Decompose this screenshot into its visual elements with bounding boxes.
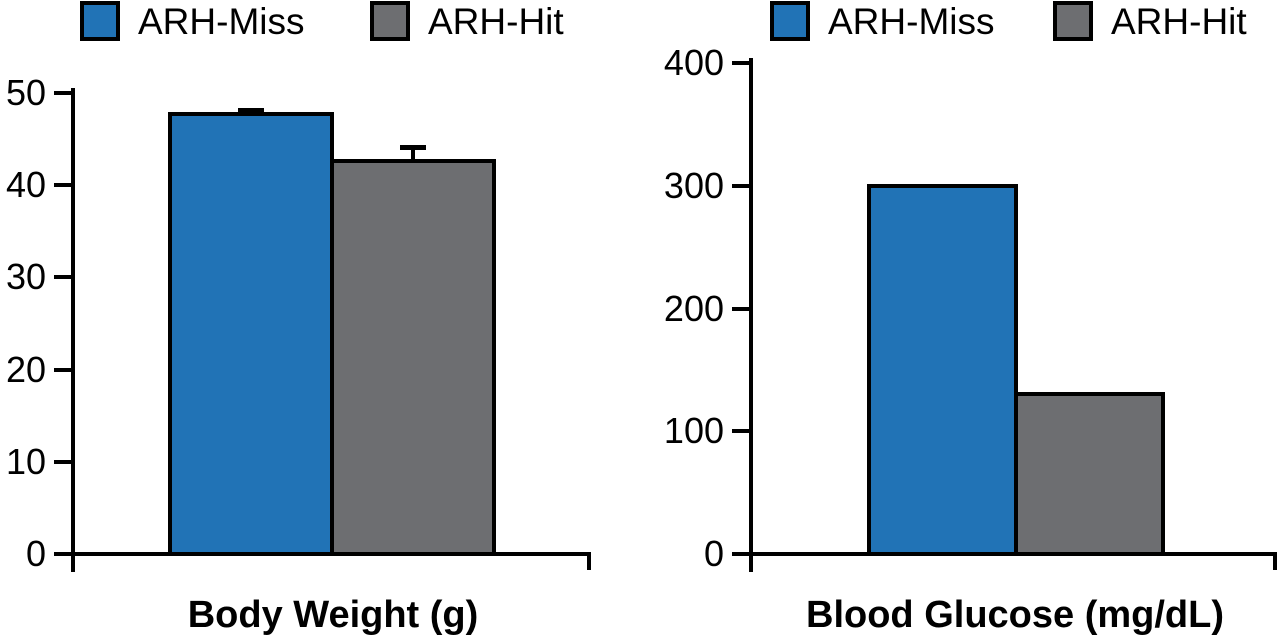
y-axis-spine (71, 88, 75, 572)
y-axis-tick (54, 183, 71, 188)
legend-swatch-arh-miss (770, 1, 810, 41)
y-axis-tick-label: 40 (5, 164, 46, 206)
y-axis-tick-label: 50 (5, 72, 46, 113)
y-axis-tick-label: 400 (663, 42, 724, 83)
y-axis-tick-label: 30 (5, 256, 46, 298)
y-axis-tick-label: 100 (663, 410, 724, 452)
legend-swatch-arh-miss (80, 1, 120, 41)
legend-swatch-arh-hit (1053, 1, 1093, 41)
y-axis-tick-label: 0 (703, 533, 724, 574)
y-axis-tick (54, 552, 71, 556)
y-axis-tick (54, 367, 71, 372)
error-bar-cap (400, 145, 426, 151)
y-axis-tick (732, 429, 749, 434)
body-weight-axis-title: Body Weight (g) (187, 594, 479, 636)
error-bar-stem (411, 147, 415, 160)
blood-glucose-axis-title: Blood Glucose (mg/dL) (806, 594, 1224, 636)
y-axis-tick-label: 0 (25, 533, 46, 574)
y-axis-tick-label: 20 (5, 348, 46, 390)
error-bar-cap (238, 107, 264, 113)
body-weight-chart: Body Weight (g) 0 10 20 30 40 50 ARH-Miss ARH-H… (5, 1, 591, 636)
bar-arh-hit (330, 159, 496, 556)
x-axis-end-tick (587, 554, 591, 570)
y-axis-tick (54, 275, 71, 280)
blood-glucose-chart: Blood Glucose (mg/dL) 0 100 200 300 400 ARH-M… (640, 0, 1280, 639)
y-axis-tick (732, 306, 749, 311)
y-axis-tick (732, 61, 749, 65)
x-axis-end-tick (1273, 554, 1277, 570)
legend-label: ARH-Hit (1111, 1, 1247, 42)
y-axis-tick (732, 552, 749, 556)
legend-label: ARH-Miss (828, 1, 995, 42)
y-axis-spine (749, 58, 753, 572)
y-axis-tick (732, 183, 749, 188)
bar-arh-hit (1014, 392, 1165, 556)
bar-arh-miss (867, 183, 1018, 556)
y-axis-tick-label: 10 (5, 440, 46, 482)
y-axis-tick-label: 200 (663, 287, 724, 329)
bar-arh-miss (168, 112, 334, 556)
y-axis-tick-label: 300 (663, 164, 724, 206)
legend-swatch-arh-hit (370, 1, 410, 41)
y-axis-tick (54, 91, 71, 95)
legend-label: ARH-Miss (138, 1, 305, 42)
legend-label: ARH-Hit (428, 1, 564, 42)
y-axis-tick (54, 459, 71, 464)
x-axis-line (749, 552, 1277, 556)
x-axis-line (71, 552, 591, 556)
